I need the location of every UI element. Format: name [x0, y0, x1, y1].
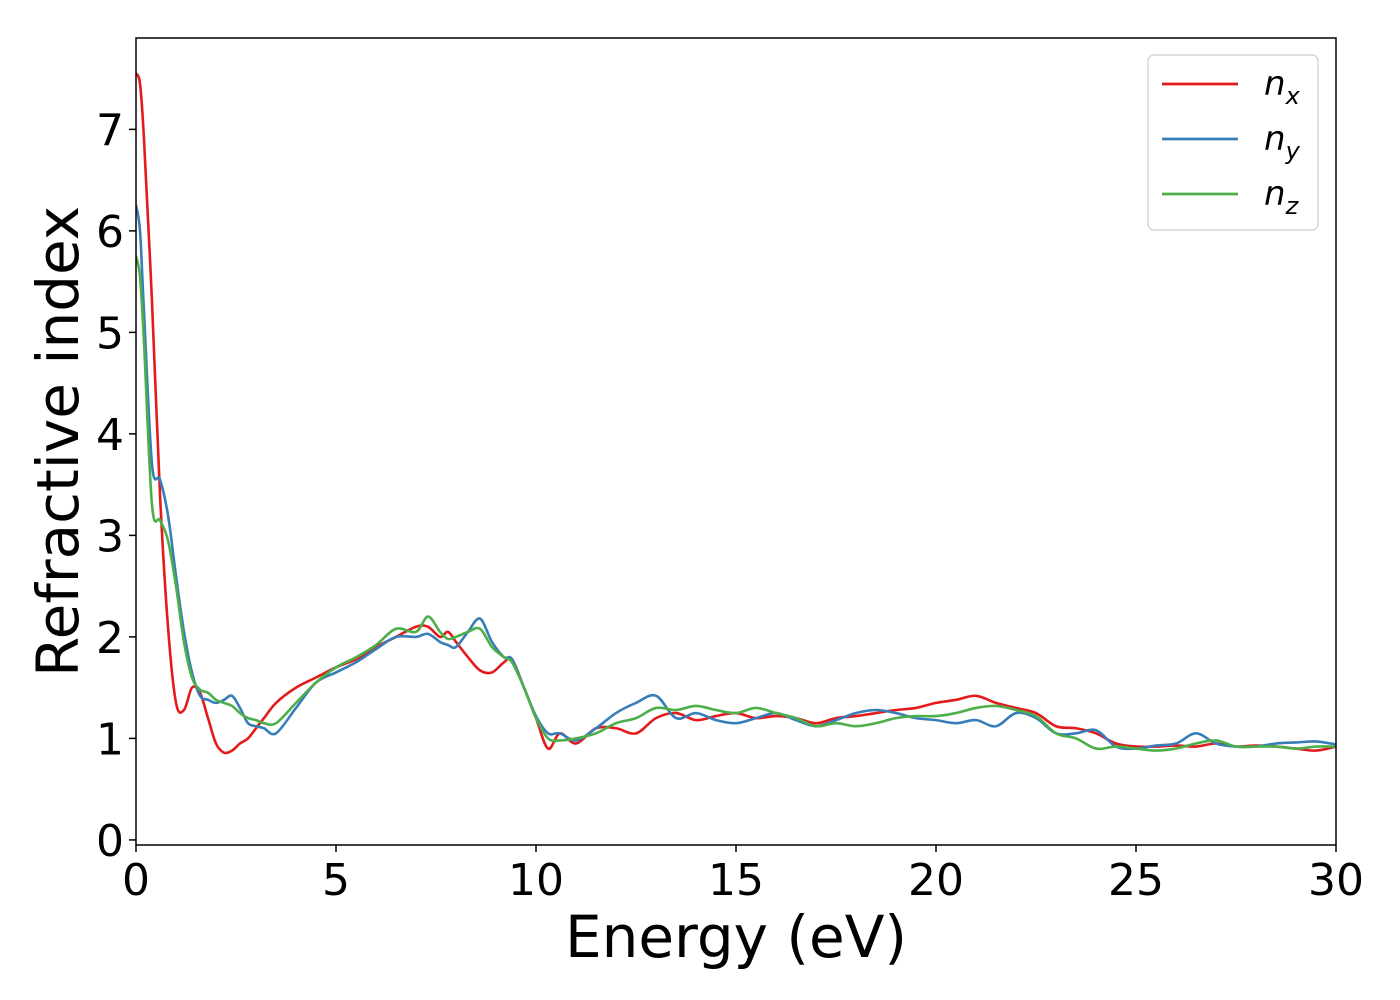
x-tick-label: 30 [1308, 855, 1364, 906]
x-tick-label: 15 [708, 855, 764, 906]
y-tick-label: 1 [96, 714, 124, 765]
y-tick-label: 7 [96, 105, 124, 156]
legend-box [1147, 54, 1319, 231]
y-axis-title: Refractive index [24, 206, 92, 677]
y-tick-label: 3 [96, 511, 124, 562]
series-layer [136, 72, 1336, 755]
series-line-x [136, 72, 1336, 755]
series-line-y [136, 204, 1336, 751]
x-tick-label: 0 [122, 855, 150, 906]
y-tick-label: 0 [96, 816, 124, 867]
x-tick-label: 5 [322, 855, 350, 906]
x-tick-label: 10 [508, 855, 564, 906]
legend-label-y: ny [1264, 119, 1301, 165]
axis-ticks: 0 5 10 15 20 25 30 0 1 2 3 4 5 6 7 [96, 105, 1364, 906]
x-tick-label: 20 [908, 855, 964, 906]
series-line-z [136, 254, 1336, 752]
y-tick-label: 6 [96, 207, 124, 258]
y-tick-label: 2 [96, 613, 124, 664]
y-tick-label: 5 [96, 308, 124, 359]
y-tick-label: 4 [96, 410, 124, 461]
x-tick-label: 25 [1108, 855, 1164, 906]
legend: nx ny nz [1147, 54, 1319, 231]
x-axis-title: Energy (eV) [565, 903, 907, 971]
legend-label-x: nx [1264, 64, 1301, 110]
legend-label-z: nz [1264, 174, 1300, 220]
